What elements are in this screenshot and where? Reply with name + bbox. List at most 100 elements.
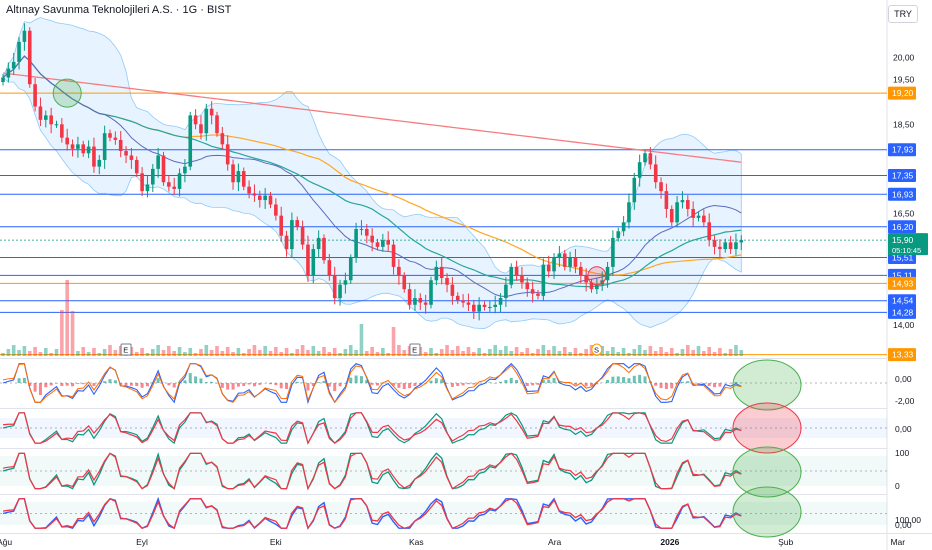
volume-bar bbox=[113, 350, 118, 356]
volume-bar bbox=[397, 345, 401, 356]
volume-bar bbox=[65, 280, 69, 356]
macd-histogram-bar bbox=[627, 378, 631, 383]
candle bbox=[637, 162, 642, 178]
volume-bar bbox=[439, 349, 444, 356]
candle bbox=[423, 302, 428, 305]
currency-button[interactable]: TRY bbox=[888, 5, 918, 23]
volume-bar bbox=[611, 347, 615, 356]
candle bbox=[151, 168, 155, 185]
macd-histogram-bar bbox=[236, 383, 240, 387]
macd-histogram-bar bbox=[445, 383, 449, 384]
volume-bar bbox=[423, 352, 428, 356]
volume-bar bbox=[354, 350, 358, 356]
volume-bar bbox=[300, 345, 305, 356]
volume-bar bbox=[696, 346, 701, 356]
candle bbox=[653, 164, 658, 183]
candle bbox=[54, 124, 59, 126]
candle bbox=[38, 106, 43, 120]
indicator-line bbox=[2, 412, 742, 445]
candle bbox=[274, 204, 278, 216]
macd-histogram-bar bbox=[595, 383, 599, 385]
volume-bar bbox=[514, 347, 519, 356]
candle bbox=[627, 202, 631, 223]
candle bbox=[167, 182, 171, 187]
candle bbox=[381, 240, 385, 247]
volume-bar bbox=[734, 345, 738, 356]
volume-bar bbox=[263, 346, 267, 356]
x-tick-label: Şub bbox=[778, 537, 793, 547]
volume-bar bbox=[466, 347, 471, 356]
candle bbox=[621, 222, 626, 232]
event-marker bbox=[591, 343, 603, 356]
candle bbox=[541, 264, 546, 296]
macd-histogram-bar bbox=[616, 376, 620, 383]
macd-histogram-bar bbox=[365, 380, 369, 383]
candle bbox=[525, 282, 530, 290]
event-marker bbox=[409, 343, 421, 356]
volume-bar bbox=[600, 346, 604, 356]
volume-bar bbox=[27, 351, 32, 356]
signal-highlight bbox=[732, 402, 802, 454]
macd-histogram-bar bbox=[172, 383, 176, 388]
candle bbox=[263, 195, 267, 201]
candle bbox=[306, 244, 310, 276]
candle bbox=[183, 166, 187, 174]
candle bbox=[17, 41, 21, 62]
macd-histogram-bar bbox=[28, 383, 32, 386]
volume-bar bbox=[134, 352, 139, 356]
macd-histogram-bar bbox=[76, 383, 80, 384]
volume-bar bbox=[258, 350, 262, 356]
x-tick-label: Mar bbox=[890, 537, 905, 547]
candle bbox=[445, 278, 449, 285]
candle bbox=[204, 108, 209, 134]
candle bbox=[6, 68, 11, 78]
volume-bar bbox=[691, 350, 695, 356]
price-line-tag bbox=[888, 187, 916, 201]
volume-bar bbox=[70, 311, 75, 356]
volume-bar bbox=[562, 347, 567, 356]
candle bbox=[536, 293, 540, 296]
volume-bar bbox=[659, 347, 663, 356]
candle bbox=[199, 124, 203, 134]
volume-bar bbox=[632, 349, 637, 356]
candle bbox=[370, 235, 374, 243]
macd-histogram-bar bbox=[664, 383, 668, 389]
candle bbox=[659, 182, 663, 192]
candle bbox=[493, 304, 497, 307]
macd-histogram-bar bbox=[499, 381, 503, 383]
y-tick-label: 20,00 bbox=[893, 52, 915, 62]
macd-histogram-bar bbox=[188, 373, 192, 383]
candle bbox=[498, 298, 503, 305]
volume-bar bbox=[11, 345, 16, 356]
candle bbox=[177, 173, 182, 189]
indicator-tick-label: 0,00 bbox=[895, 520, 912, 530]
candle bbox=[241, 171, 246, 187]
candle bbox=[605, 266, 610, 281]
volume-bar bbox=[236, 348, 241, 356]
macd-histogram-bar bbox=[108, 379, 112, 383]
x-tick-label: Eki bbox=[270, 537, 282, 547]
macd-histogram-bar bbox=[119, 383, 123, 386]
macd-histogram-bar bbox=[226, 383, 230, 390]
volume-bar bbox=[664, 352, 669, 356]
candle bbox=[108, 133, 112, 138]
price-line-label: 13,33 bbox=[892, 350, 914, 360]
candle bbox=[252, 193, 257, 196]
volume-bar bbox=[220, 351, 225, 356]
candle bbox=[22, 30, 27, 42]
indicator-band bbox=[0, 502, 887, 525]
volume-bar bbox=[177, 347, 182, 356]
macd-histogram-bar bbox=[488, 382, 492, 383]
macd-histogram-bar bbox=[215, 383, 219, 384]
volume-bar bbox=[461, 351, 465, 356]
price-line-tag bbox=[888, 276, 916, 290]
candle bbox=[488, 306, 492, 308]
indicator-tick-label: 0 bbox=[895, 481, 900, 491]
macd-histogram-bar bbox=[531, 383, 535, 386]
candle bbox=[225, 144, 230, 165]
volume-bar bbox=[209, 350, 214, 356]
price-line-tag bbox=[888, 294, 916, 308]
candle bbox=[648, 153, 653, 165]
volume-bar bbox=[343, 349, 348, 356]
